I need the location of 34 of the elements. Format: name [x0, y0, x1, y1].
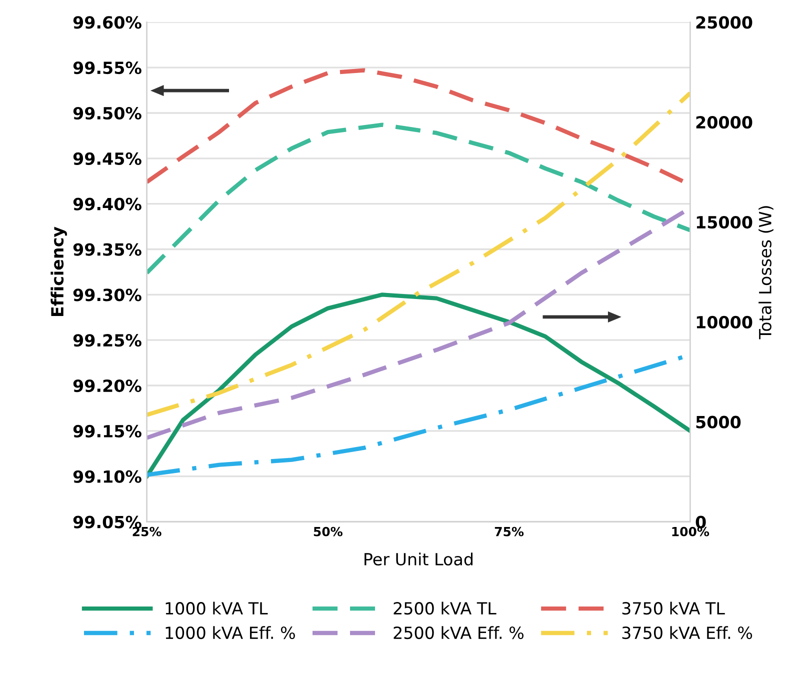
y2-tick-label: 10000 [696, 316, 752, 328]
legend-label: 2500 kVA Eff. % [394, 626, 524, 640]
x-tick-label: 75% [494, 526, 524, 536]
y-tick-label: 99.20% [73, 379, 142, 392]
y-axis-title: Efficiency [50, 226, 67, 316]
legend-label: 1000 kVA Eff. % [166, 626, 295, 640]
y2-tick-label: 20000 [696, 116, 752, 129]
x-tick-label: 50% [314, 526, 342, 536]
y-tick-label: 99.05% [73, 516, 142, 528]
y-tick-label: 99.10% [73, 470, 142, 483]
y-tick-label: 99.45% [73, 152, 142, 165]
y2-tick-label: 0 [696, 516, 706, 528]
line-series [146, 91, 690, 417]
y-tick-label: 99.50% [73, 106, 142, 120]
y-tick-label: 99.55% [73, 62, 142, 74]
y2-axis-title: Total Losses (W) [758, 206, 774, 340]
y-tick-label: 99.40% [73, 198, 142, 210]
y-tick-label: 99.60% [73, 16, 142, 29]
y-tick-label: 99.30% [73, 288, 142, 302]
y-tick-label: 99.35% [73, 243, 142, 256]
legend-label: 3750 kVA TL [622, 602, 725, 615]
legend-label: 1000 kVA TL [166, 602, 268, 615]
line-series [146, 292, 690, 478]
y2-tick-label: 5000 [696, 416, 741, 428]
legend-label: 3750 kVA Eff. % [622, 626, 752, 640]
legend-label: 2500 kVA TL [394, 602, 496, 615]
y-tick-label: 99.15% [73, 424, 142, 438]
y2-tick-label: 15000 [696, 216, 752, 229]
x-axis-title: Per Unit Load [364, 552, 472, 566]
x-tick-label: 100% [672, 526, 710, 536]
x-tick-label: 25% [132, 526, 162, 536]
y-tick-label: 99.25% [73, 334, 142, 347]
y2-tick-label: 25000 [696, 16, 752, 29]
line-series [146, 122, 690, 275]
